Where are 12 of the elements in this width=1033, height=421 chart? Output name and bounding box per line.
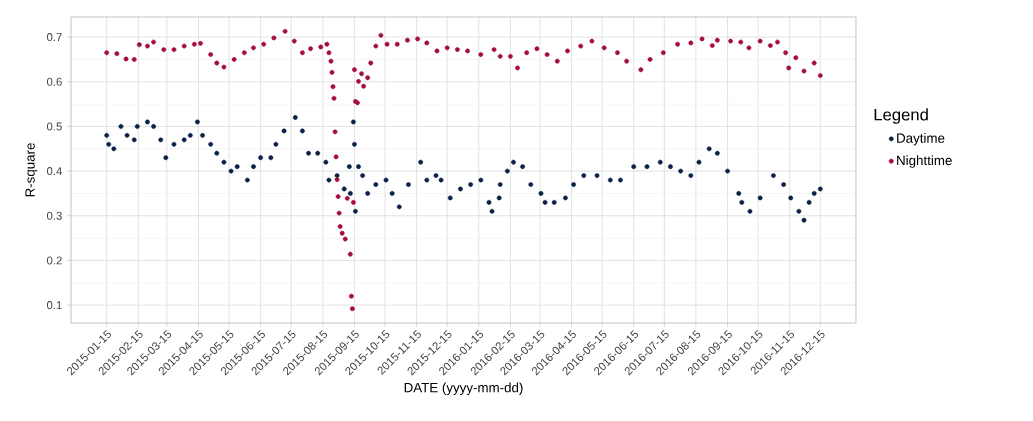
y-tick-label: 0.1 bbox=[46, 301, 62, 310]
legend-title: Legend bbox=[874, 108, 928, 124]
y-tick-label: 0.2 bbox=[46, 256, 62, 265]
legend-label: Nighttime bbox=[897, 155, 952, 168]
y-tick-label: 0.3 bbox=[46, 211, 62, 220]
y-tick-label: 0.6 bbox=[46, 77, 62, 86]
x-axis-title: DATE (yyyy-mm-dd) bbox=[404, 382, 523, 395]
y-tick-label: 0.7 bbox=[46, 33, 62, 42]
y-tick-label: 0.4 bbox=[46, 167, 62, 176]
legend-label: Daytime bbox=[897, 133, 945, 146]
y-axis-title: R-square bbox=[25, 143, 38, 197]
y-tick-label: 0.5 bbox=[46, 122, 62, 131]
